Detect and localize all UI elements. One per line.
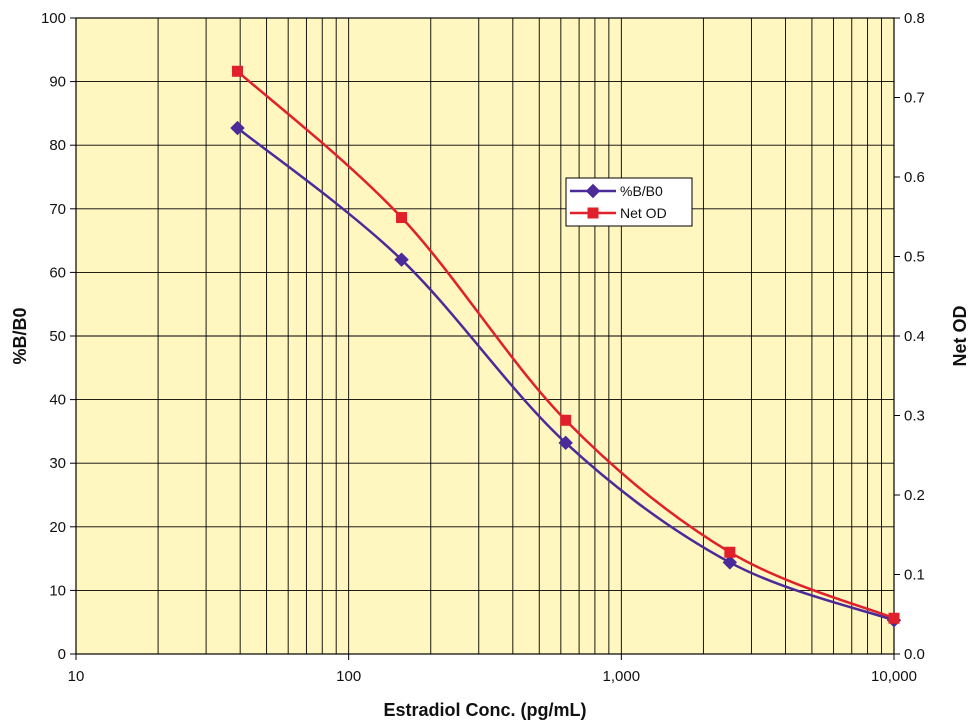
data-point-net-od (724, 546, 736, 558)
y2-tick-label: 0.7 (904, 90, 925, 107)
y-tick-label: 20 (49, 519, 66, 536)
axis-ticks: 01020304050607080901000.00.10.20.30.40.5… (41, 10, 925, 685)
data-point-b-b0 (230, 120, 245, 136)
y2-tick-label: 0.4 (904, 328, 925, 345)
y-tick-label: 60 (49, 264, 66, 281)
y2-axis-title: Net OD (950, 305, 970, 366)
legend-marker-net-od (587, 207, 599, 219)
series-net-od (231, 65, 900, 624)
data-point-net-od (396, 212, 408, 224)
y-tick-label: 10 (49, 582, 66, 599)
series-layer (230, 65, 902, 628)
y-tick-label: 70 (49, 201, 66, 218)
y2-tick-label: 0.6 (904, 169, 925, 186)
y2-tick-label: 0.3 (904, 408, 925, 425)
data-point-b-b0 (722, 555, 738, 570)
y-tick-label: 90 (49, 74, 66, 91)
y2-tick-label: 0.5 (904, 249, 925, 266)
x-tick-label: 10,000 (871, 668, 917, 685)
x-axis-title: Estradiol Conc. (pg/mL) (383, 700, 586, 720)
x-tick-label: 100 (336, 668, 361, 685)
y-tick-label: 30 (49, 455, 66, 472)
data-point-b-b0 (394, 252, 409, 267)
legend-marker-b-b0 (585, 183, 601, 199)
data-point-net-od (560, 414, 572, 426)
legend: %B/B0 Net OD (565, 177, 693, 227)
data-point-b-b0 (558, 435, 573, 451)
y-tick-label: 80 (49, 137, 66, 154)
data-point-net-od (888, 612, 900, 624)
y2-tick-label: 0.0 (904, 646, 925, 663)
legend-box (565, 177, 693, 227)
x-tick-label: 1,000 (603, 668, 641, 685)
y2-tick-label: 0.2 (904, 487, 925, 504)
y2-tick-label: 0.1 (904, 567, 925, 584)
legend-label-b-b0: %B/B0 (620, 183, 663, 199)
y-tick-label: 40 (49, 392, 66, 409)
y2-tick-label: 0.8 (904, 10, 925, 27)
y-tick-label: 50 (49, 328, 66, 345)
x-tick-label: 10 (68, 668, 85, 685)
y-tick-label: 0 (58, 646, 66, 663)
legend-label-net-od: Net OD (620, 205, 667, 221)
data-point-net-od (231, 65, 243, 77)
y-tick-label: 100 (41, 10, 66, 27)
y-axis-title: %B/B0 (10, 307, 30, 364)
series-b-b0 (230, 120, 902, 628)
